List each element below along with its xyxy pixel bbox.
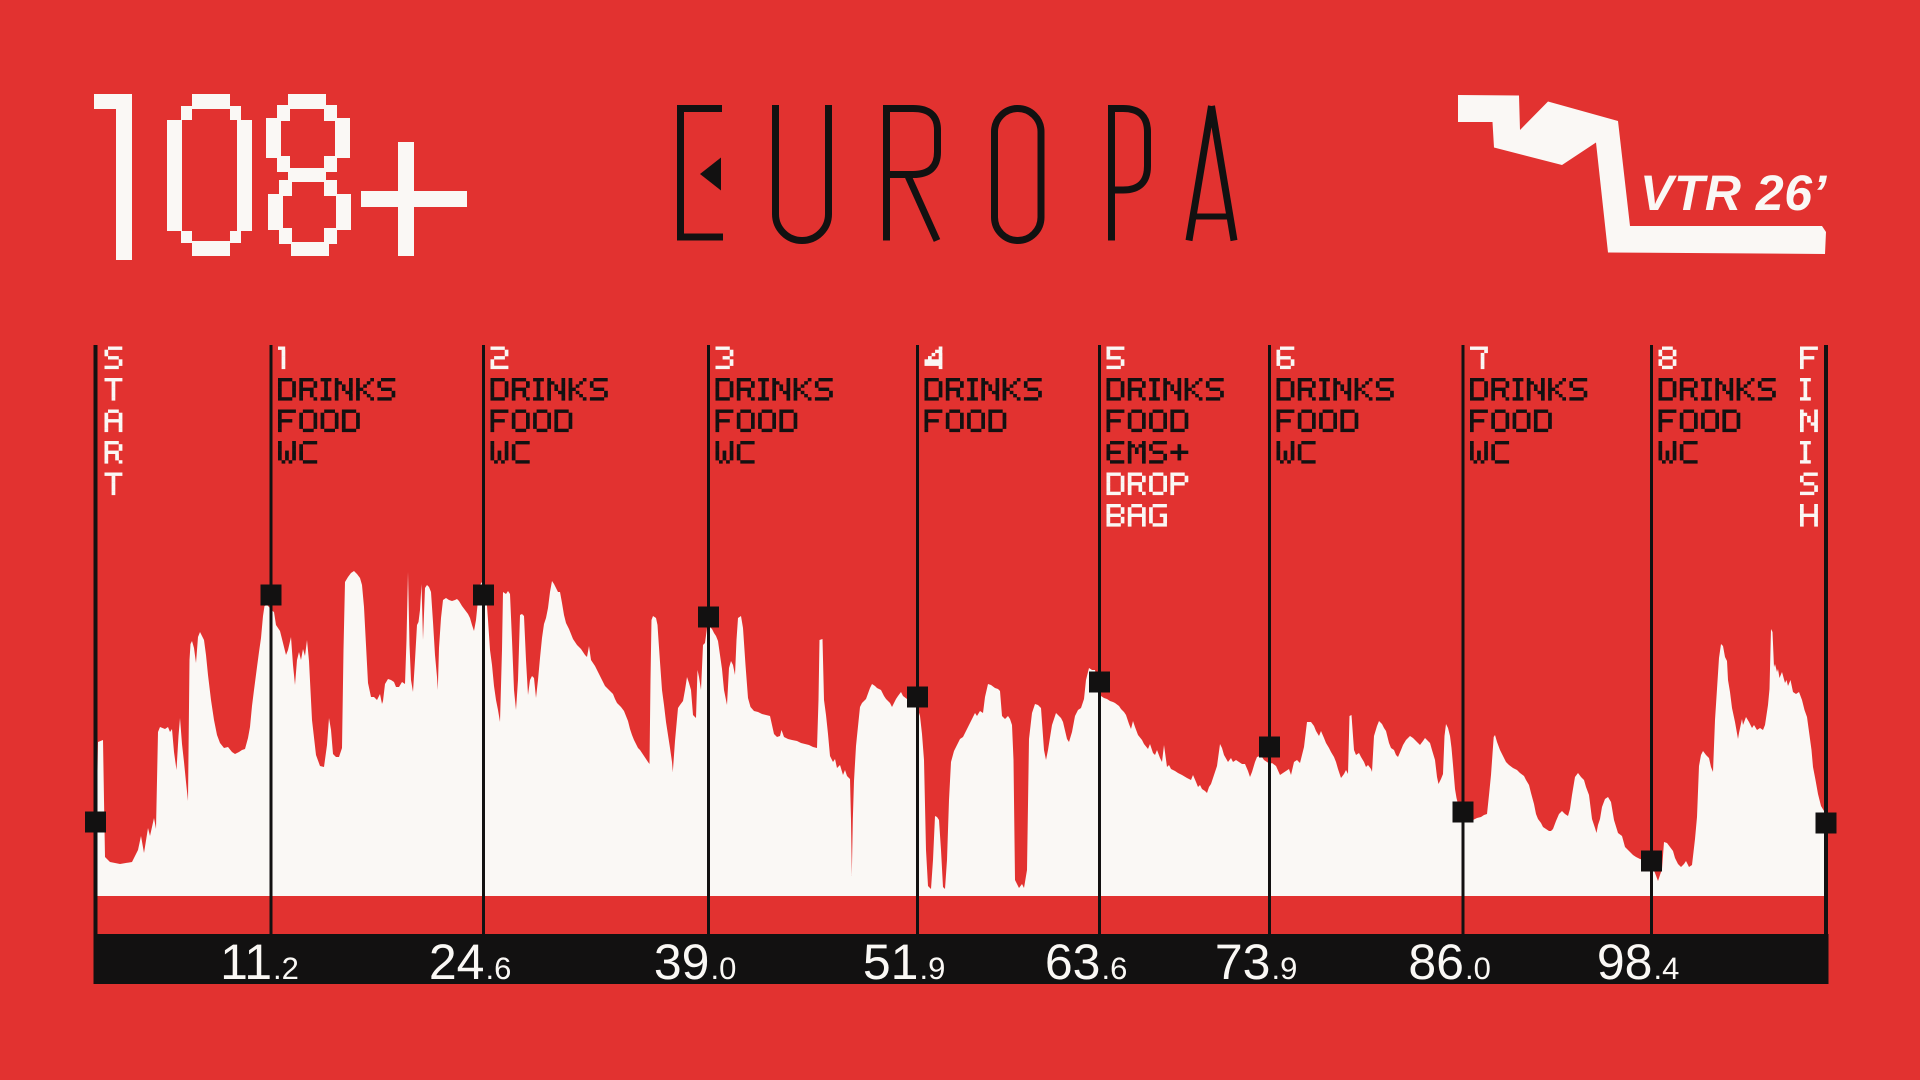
svg-text:.9: .9	[1272, 951, 1298, 986]
svg-text:.4: .4	[1654, 951, 1680, 986]
svg-text:.0: .0	[1465, 951, 1491, 986]
svg-text:98: 98	[1597, 934, 1653, 990]
svg-text:.2: .2	[273, 951, 299, 986]
svg-text:.9: .9	[920, 951, 946, 986]
svg-text:.6: .6	[1102, 951, 1128, 986]
svg-text:.6: .6	[486, 951, 512, 986]
svg-text:24: 24	[429, 934, 485, 990]
svg-text:39: 39	[654, 934, 710, 990]
svg-text:51: 51	[863, 934, 919, 990]
svg-text:11: 11	[220, 934, 272, 990]
svg-text:86: 86	[1408, 934, 1464, 990]
svg-text:63: 63	[1045, 934, 1101, 990]
svg-text:VTR 26’: VTR 26’	[1640, 165, 1828, 221]
svg-text:.0: .0	[711, 951, 737, 986]
svg-text:73: 73	[1215, 934, 1271, 990]
